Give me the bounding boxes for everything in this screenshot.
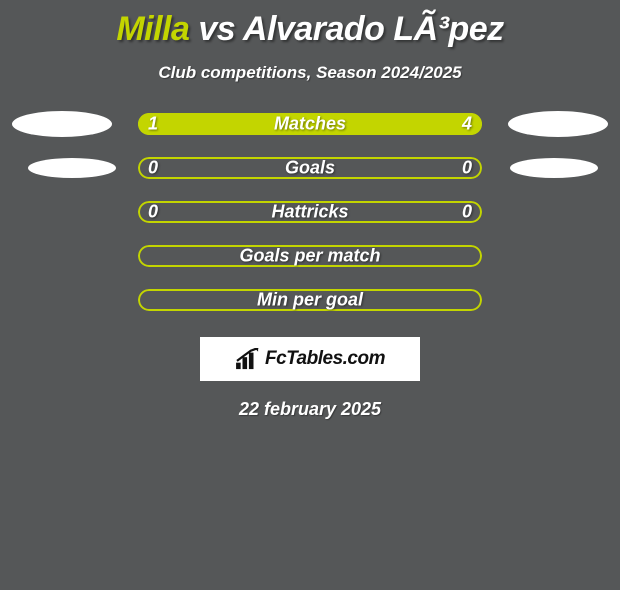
stat-row: Goals per match bbox=[0, 245, 620, 267]
stat-value-left: 1 bbox=[148, 114, 158, 135]
stat-label: Goals per match bbox=[239, 246, 380, 267]
stat-label: Matches bbox=[274, 114, 346, 135]
vs-text: vs bbox=[198, 10, 235, 48]
fctables-icon bbox=[235, 348, 261, 370]
stat-label: Min per goal bbox=[257, 290, 363, 311]
stat-bar: 1 4 Matches bbox=[138, 113, 482, 135]
stat-row: 0 0 Goals bbox=[0, 157, 620, 179]
stat-value-right: 0 bbox=[462, 202, 472, 223]
player2-name: Alvarado LÃ³pez bbox=[243, 10, 504, 48]
logo-text: FcTables.com bbox=[265, 348, 385, 370]
stat-label: Goals bbox=[285, 158, 335, 179]
stat-value-right: 0 bbox=[462, 158, 472, 179]
stat-bar: Goals per match bbox=[138, 245, 482, 267]
stat-bar: 0 0 Hattricks bbox=[138, 201, 482, 223]
logo-box: FcTables.com bbox=[200, 337, 420, 381]
date: 22 february 2025 bbox=[0, 399, 620, 420]
stats-area: 1 4 Matches 0 0 Goals 0 0 Hattricks Goals per mat… bbox=[0, 113, 620, 311]
stat-value-left: 0 bbox=[148, 158, 158, 179]
stat-bar: 0 0 Goals bbox=[138, 157, 482, 179]
stat-row: 1 4 Matches bbox=[0, 113, 620, 135]
subtitle: Club competitions, Season 2024/2025 bbox=[0, 63, 620, 83]
stat-row: 0 0 Hattricks bbox=[0, 201, 620, 223]
stat-value-left: 0 bbox=[148, 202, 158, 223]
player2-avatar-placeholder bbox=[508, 111, 608, 137]
comparison-title: Milla vs Alvarado LÃ³pez bbox=[0, 10, 620, 49]
player1-avatar-placeholder bbox=[12, 111, 112, 137]
stat-row: Min per goal bbox=[0, 289, 620, 311]
stat-label: Hattricks bbox=[271, 202, 348, 223]
player2-avatar-placeholder bbox=[510, 158, 598, 178]
stat-bar: Min per goal bbox=[138, 289, 482, 311]
player1-name: Milla bbox=[116, 10, 189, 48]
player1-avatar-placeholder bbox=[28, 158, 116, 178]
stat-value-right: 4 bbox=[462, 114, 472, 135]
